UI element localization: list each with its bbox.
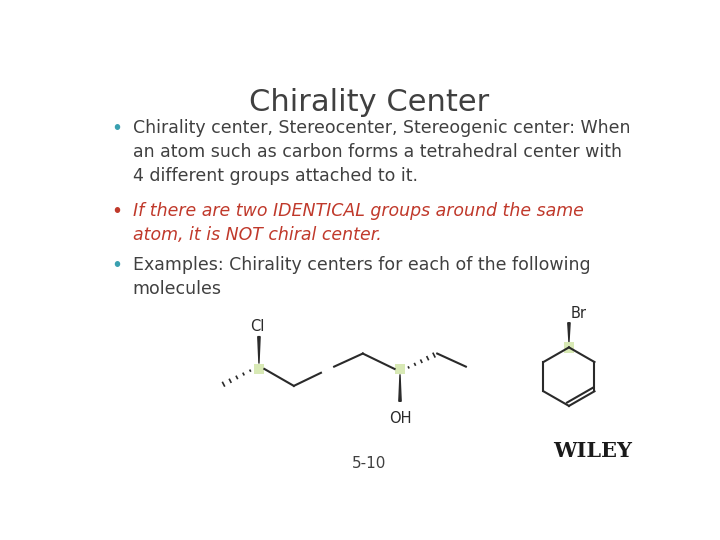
Polygon shape [568,323,570,342]
Text: OH: OH [389,411,411,426]
Polygon shape [399,374,401,401]
Text: Chirality center, Stereocenter, Stereogenic center: When
an atom such as carbon : Chirality center, Stereocenter, Stereoge… [132,119,630,185]
Polygon shape [258,336,260,363]
Text: Cl: Cl [251,319,264,334]
Text: Examples: Chirality centers for each of the following
molecules: Examples: Chirality centers for each of … [132,256,590,298]
Text: 5-10: 5-10 [352,456,386,470]
FancyBboxPatch shape [564,342,575,353]
Text: •: • [112,119,123,138]
Text: Chirality Center: Chirality Center [249,88,489,117]
Text: Br: Br [570,306,587,321]
Text: If there are two IDENTICAL groups around the same
atom, it is NOT chiral center.: If there are two IDENTICAL groups around… [132,202,583,244]
Text: •: • [112,202,123,221]
FancyBboxPatch shape [253,363,264,374]
Text: WILEY: WILEY [554,441,632,461]
FancyBboxPatch shape [395,363,405,374]
Text: •: • [112,256,123,275]
